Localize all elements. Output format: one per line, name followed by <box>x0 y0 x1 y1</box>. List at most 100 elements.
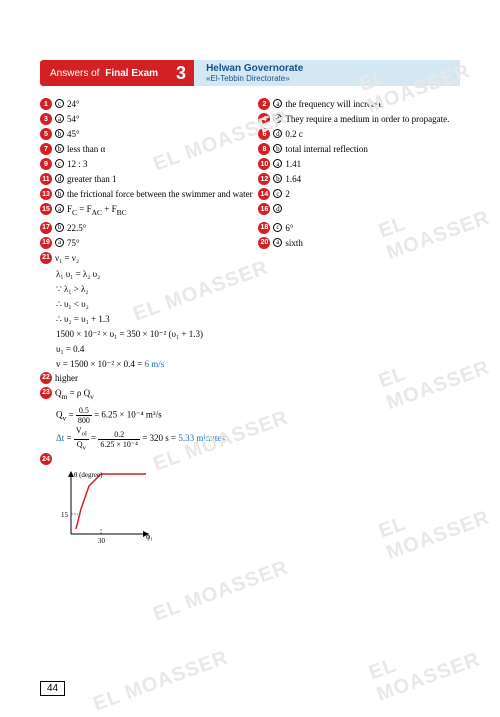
question-number: 11 <box>40 173 52 185</box>
answer-letter: b <box>55 223 64 232</box>
answer-item: 19a75° <box>40 237 258 249</box>
question-number: 20 <box>258 237 270 249</box>
answer-text: 0.2 c <box>285 128 303 140</box>
q24-chart: θ (degree) 15 30 ϕ₁ <box>56 469 156 549</box>
answer-text: the frictional force between the swimmer… <box>67 188 253 200</box>
banner-title: Answers of Final Exam <box>40 60 168 86</box>
answer-letter: a <box>273 159 282 168</box>
question-number: 10 <box>258 158 270 170</box>
answer-item: 18c6° <box>258 222 460 234</box>
answer-text: 1.64 <box>285 173 301 185</box>
answer-text: FC = FAC + FBC <box>67 203 127 219</box>
answer-text: They require a medium in order to propag… <box>285 113 449 125</box>
answer-letter: c <box>273 223 282 232</box>
svg-text:15: 15 <box>61 511 69 519</box>
svg-text:ϕ₁: ϕ₁ <box>146 532 153 541</box>
answer-text: greater than 1 <box>67 173 116 185</box>
answer-letter: c <box>273 189 282 198</box>
question-number: 4 <box>258 113 270 125</box>
answer-text: 22.5° <box>67 222 86 234</box>
answer-item: 12b1.64 <box>258 173 460 185</box>
answer-letter: a <box>55 238 64 247</box>
work-line: λ₁ υ₁ = λ₂ υ₂ <box>56 267 460 281</box>
answer-text: ν₁ = ν₂ <box>55 252 79 264</box>
answer-item: 3a54° <box>40 113 258 125</box>
svg-text:30: 30 <box>98 537 106 545</box>
question-number: 24 <box>40 453 52 465</box>
work-line: 1500 × 10⁻² × υ₁ = 350 × 10⁻² (υ₁ + 1.3) <box>56 327 460 341</box>
answer-item: 17b22.5° <box>40 222 258 234</box>
answer-21: 21 ν₁ = ν₂ <box>40 252 460 264</box>
answer-text: 24° <box>67 98 80 110</box>
question-number: 17 <box>40 222 52 234</box>
banner-prefix: Answers of <box>50 68 99 79</box>
answer-letter: a <box>273 99 282 108</box>
answer-text: Qm = ρ Qv <box>55 387 94 403</box>
answer-letter: b <box>273 144 282 153</box>
governorate-banner: Helwan Governorate «El-Tebbin Directorat… <box>194 60 460 86</box>
answer-item: 14c2 <box>258 188 460 200</box>
work-line: ∵ λ₁ > λ₂ <box>56 282 460 296</box>
answer-text: total internal reflection <box>285 143 367 155</box>
answer-text: 1.41 <box>285 158 301 170</box>
svg-text:θ (degree): θ (degree) <box>74 471 103 479</box>
answer-text: 45° <box>67 128 80 140</box>
q23-line-qv: Qv = 0.5800 = 6.25 × 10⁻⁴ m³/s <box>56 406 460 425</box>
answer-item: 13bthe frictional force between the swim… <box>40 188 258 200</box>
answer-text: sixth <box>285 237 303 249</box>
question-number: 16 <box>258 203 270 215</box>
question-number: 12 <box>258 173 270 185</box>
answer-text: 2 <box>285 188 290 200</box>
answer-letter: a <box>273 238 282 247</box>
answer-item: 1c24° <box>40 98 258 110</box>
answer-item: 5b45° <box>40 128 258 140</box>
answer-24: 24 <box>40 453 460 465</box>
answer-22: 22 higher <box>40 372 460 384</box>
question-number: 8 <box>258 143 270 155</box>
question-number: 9 <box>40 158 52 170</box>
question-number: 15 <box>40 203 52 215</box>
banner-bold: Final Exam <box>105 68 158 79</box>
question-number: 23 <box>40 387 52 399</box>
q23-line-dt: Δt = VolQv = 0.26.25 × 10⁻⁴ = 320 s = 5.… <box>56 426 460 452</box>
question-number: 7 <box>40 143 52 155</box>
question-number: 5 <box>40 128 52 140</box>
answer-item: 15aFC = FAC + FBC <box>40 203 258 219</box>
work-line: υ₁ = 0.4 <box>56 342 460 356</box>
directorate-name: «El-Tebbin Directorate» <box>206 74 460 83</box>
question-number: 6 <box>258 128 270 140</box>
work-line-final: v = 1500 × 10⁻² × 0.4 = 6 m/s <box>56 357 460 371</box>
answer-text: higher <box>55 372 78 384</box>
answer-item: 4dThey require a medium in order to prop… <box>258 113 460 125</box>
question-number: 19 <box>40 237 52 249</box>
work-line: ∴ υ₁ < υ₂ <box>56 297 460 311</box>
question-number: 2 <box>258 98 270 110</box>
answer-letter: c <box>55 159 64 168</box>
exam-header: Answers of Final Exam 3 Helwan Governora… <box>40 60 460 86</box>
question-number: 18 <box>258 222 270 234</box>
q23-work: Qv = 0.5800 = 6.25 × 10⁻⁴ m³/s Δt = VolQ… <box>56 406 460 453</box>
question-number: 14 <box>258 188 270 200</box>
question-number: 21 <box>40 252 52 264</box>
answer-text: less than α <box>67 143 105 155</box>
answer-item: 16d <box>258 203 460 219</box>
answer-text: 6° <box>285 222 293 234</box>
answer-text: 75° <box>67 237 80 249</box>
work-line: ∴ υ₂ = υ₁ + 1.3 <box>56 312 460 326</box>
page-number: 44 <box>40 681 65 696</box>
answers-grid: 1c24°2athe frequency will increase3a54°4… <box>40 98 460 252</box>
answer-letter: d <box>273 129 282 138</box>
answer-letter: b <box>55 129 64 138</box>
answer-item: 9c12 : 3 <box>40 158 258 170</box>
answer-23: 23 Qm = ρ Qv <box>40 387 460 403</box>
answer-item: 2athe frequency will increase <box>258 98 460 110</box>
answer-text: 54° <box>67 113 80 125</box>
answer-letter: c <box>55 99 64 108</box>
answer-letter: d <box>273 114 282 123</box>
answer-text: the frequency will increase <box>285 98 382 110</box>
answer-letter: b <box>55 144 64 153</box>
answer-item: 8btotal internal reflection <box>258 143 460 155</box>
question-number: 1 <box>40 98 52 110</box>
answer-item: 20asixth <box>258 237 460 249</box>
question-number: 3 <box>40 113 52 125</box>
